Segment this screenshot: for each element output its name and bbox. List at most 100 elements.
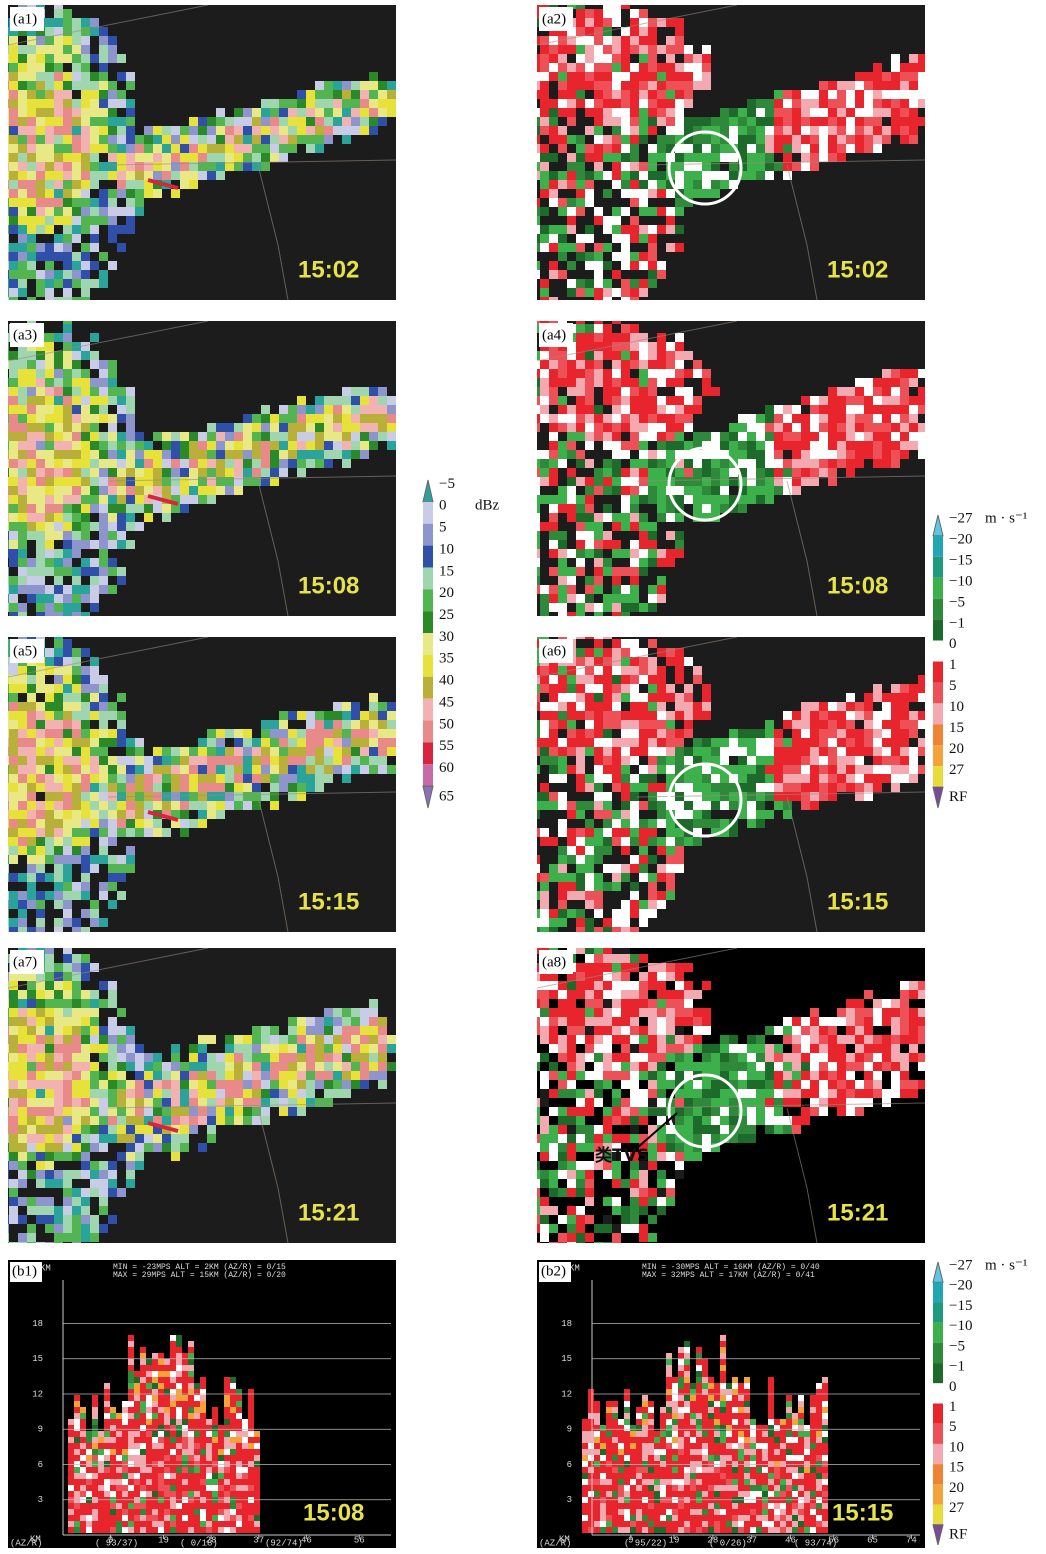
echo-pixel — [0, 216, 9, 225]
echo-pixel — [585, 9, 594, 18]
echo-pixel — [531, 225, 540, 234]
echo-pixel — [9, 99, 18, 108]
echo-pixel — [99, 279, 108, 288]
echo-pixel — [99, 135, 108, 144]
echo-pixel — [639, 90, 648, 99]
echo-pixel — [513, 198, 522, 207]
echo-pixel — [153, 189, 162, 198]
echo-pixel — [576, 45, 585, 54]
echo-pixel — [279, 126, 288, 135]
echo-pixel — [522, 234, 531, 243]
echo-pixel — [549, 306, 558, 315]
echo-pixel — [0, 135, 9, 144]
echo-pixel — [738, 126, 747, 135]
echo-pixel — [531, 162, 540, 171]
echo-pixel — [54, 72, 63, 81]
echo-pixel — [72, 18, 81, 27]
echo-pixel — [531, 90, 540, 99]
echo-pixel — [594, 288, 603, 297]
echo-pixel — [684, 63, 693, 72]
echo-pixel — [0, 72, 9, 81]
echo-pixel — [297, 126, 306, 135]
echo-pixel — [666, 54, 675, 63]
echo-pixel — [63, 108, 72, 117]
echo-pixel — [0, 90, 9, 99]
echo-pixel — [198, 135, 207, 144]
echo-pixel — [576, 63, 585, 72]
echo-pixel — [72, 279, 81, 288]
echo-pixel — [513, 270, 522, 279]
echo-pixel — [657, 261, 666, 270]
echo-pixel — [225, 126, 234, 135]
echo-pixel — [702, 144, 711, 153]
echo-pixel — [621, 135, 630, 144]
echo-pixel — [693, 54, 702, 63]
echo-pixel — [324, 126, 333, 135]
echo-pixel — [27, 153, 36, 162]
echo-pixel — [513, 36, 522, 45]
echo-pixel — [99, 198, 108, 207]
echo-pixel — [576, 0, 585, 9]
echo-pixel — [135, 153, 144, 162]
echo-pixel — [504, 189, 513, 198]
echo-pixel — [72, 54, 81, 63]
echo-pixel — [72, 234, 81, 243]
echo-pixel — [0, 207, 9, 216]
echo-pixel — [324, 81, 333, 90]
echo-pixel — [594, 108, 603, 117]
echo-pixel — [72, 270, 81, 279]
echo-pixel — [837, 153, 846, 162]
echo-pixel — [666, 126, 675, 135]
echo-pixel — [270, 144, 279, 153]
echo-pixel — [126, 171, 135, 180]
echo-pixel — [729, 171, 738, 180]
echo-pixel — [630, 135, 639, 144]
echo-pixel — [585, 108, 594, 117]
echo-pixel — [747, 135, 756, 144]
echo-pixel — [612, 207, 621, 216]
echo-pixel — [234, 153, 243, 162]
echo-pixel — [198, 126, 207, 135]
echo-pixel — [531, 72, 540, 81]
echo-pixel — [630, 99, 639, 108]
echo-pixel — [603, 90, 612, 99]
echo-pixel — [522, 180, 531, 189]
echo-pixel — [828, 81, 837, 90]
echo-pixel — [603, 144, 612, 153]
echo-pixel — [144, 135, 153, 144]
echo-pixel — [612, 18, 621, 27]
echo-pixel — [54, 18, 63, 27]
echo-pixel — [603, 135, 612, 144]
echo-pixel — [837, 99, 846, 108]
echo-pixel — [855, 81, 864, 90]
echo-pixel — [540, 126, 549, 135]
echo-pixel — [666, 108, 675, 117]
echo-pixel — [99, 108, 108, 117]
echo-pixel — [0, 144, 9, 153]
echo-pixel — [72, 126, 81, 135]
echo-pixel — [558, 198, 567, 207]
echo-pixel — [594, 252, 603, 261]
echo-pixel — [0, 18, 9, 27]
echo-pixel — [666, 189, 675, 198]
echo-pixel — [558, 99, 567, 108]
echo-pixel — [657, 207, 666, 216]
echo-pixel — [45, 27, 54, 36]
echo-pixel — [72, 108, 81, 117]
echo-pixel — [135, 171, 144, 180]
echo-pixel — [711, 144, 720, 153]
echo-pixel — [675, 63, 684, 72]
echo-pixel — [477, 108, 486, 117]
echo-pixel — [504, 54, 513, 63]
echo-pixel — [657, 270, 666, 279]
echo-pixel — [486, 243, 495, 252]
echo-pixel — [486, 135, 495, 144]
echo-pixel — [81, 153, 90, 162]
echo-pixel — [207, 153, 216, 162]
echo-pixel — [819, 99, 828, 108]
echo-pixel — [72, 72, 81, 81]
echo-pixel — [837, 90, 846, 99]
echo-pixel — [621, 117, 630, 126]
echo-pixel — [504, 126, 513, 135]
echo-pixel — [9, 162, 18, 171]
